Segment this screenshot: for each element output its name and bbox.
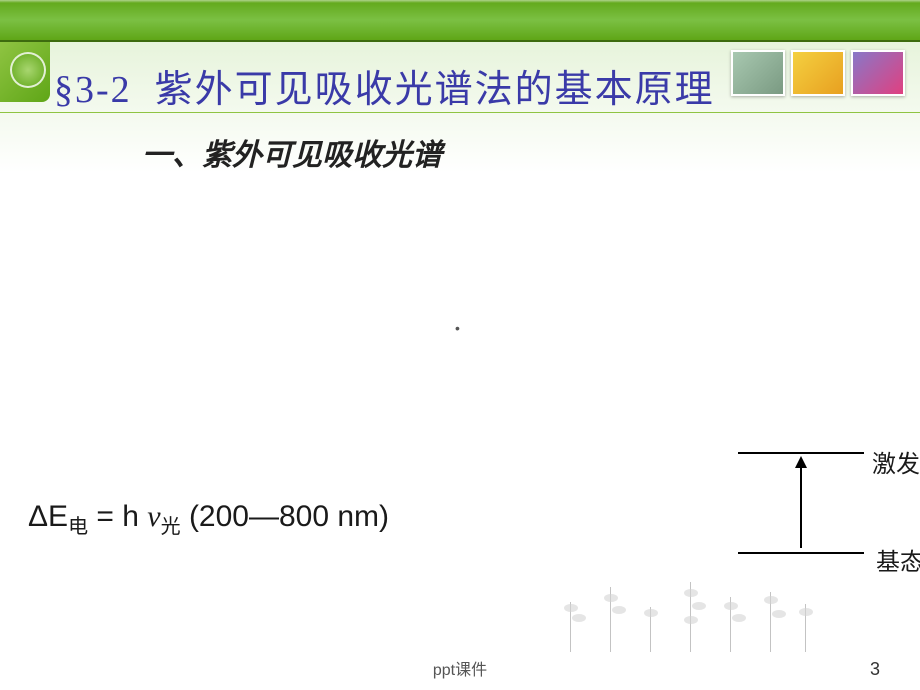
plant-decoration (550, 572, 830, 652)
excited-label: 激发态 (872, 444, 920, 479)
ground-level-line (738, 552, 864, 554)
dot-marker: • (455, 320, 460, 336)
equals-h: = h (88, 500, 147, 533)
header-photo (731, 50, 785, 96)
wavelength-range: (200—800 nm) (181, 500, 389, 533)
footer-text: ppt课件 (0, 656, 920, 680)
slide-title: §3-2 紫外可见吸收光谱法的基本原理 (54, 58, 715, 113)
excited-level-line (738, 452, 864, 454)
subtitle: 一、紫外可见吸收光谱 (142, 130, 442, 174)
top-bar (0, 0, 920, 42)
photo-strip (731, 50, 905, 96)
energy-level-diagram: 激发态 基态 (738, 452, 864, 454)
page-number: 3 (870, 659, 880, 680)
title-text: 紫外可见吸收光谱法的基本原理 (155, 69, 715, 111)
nu-symbol: ν (147, 500, 160, 533)
delta-e: ΔE (28, 500, 68, 533)
subscript-light: 光 (161, 516, 181, 538)
section-number: §3-2 (54, 69, 132, 111)
header-photo (851, 50, 905, 96)
subscript-electric: 电 (68, 516, 88, 538)
logo-icon (0, 42, 50, 102)
energy-equation: ΔE电 = h ν光 (200—800 nm) (28, 500, 389, 539)
transition-arrow-icon (800, 458, 802, 548)
ground-label: 基态 (876, 542, 920, 577)
header-photo (791, 50, 845, 96)
